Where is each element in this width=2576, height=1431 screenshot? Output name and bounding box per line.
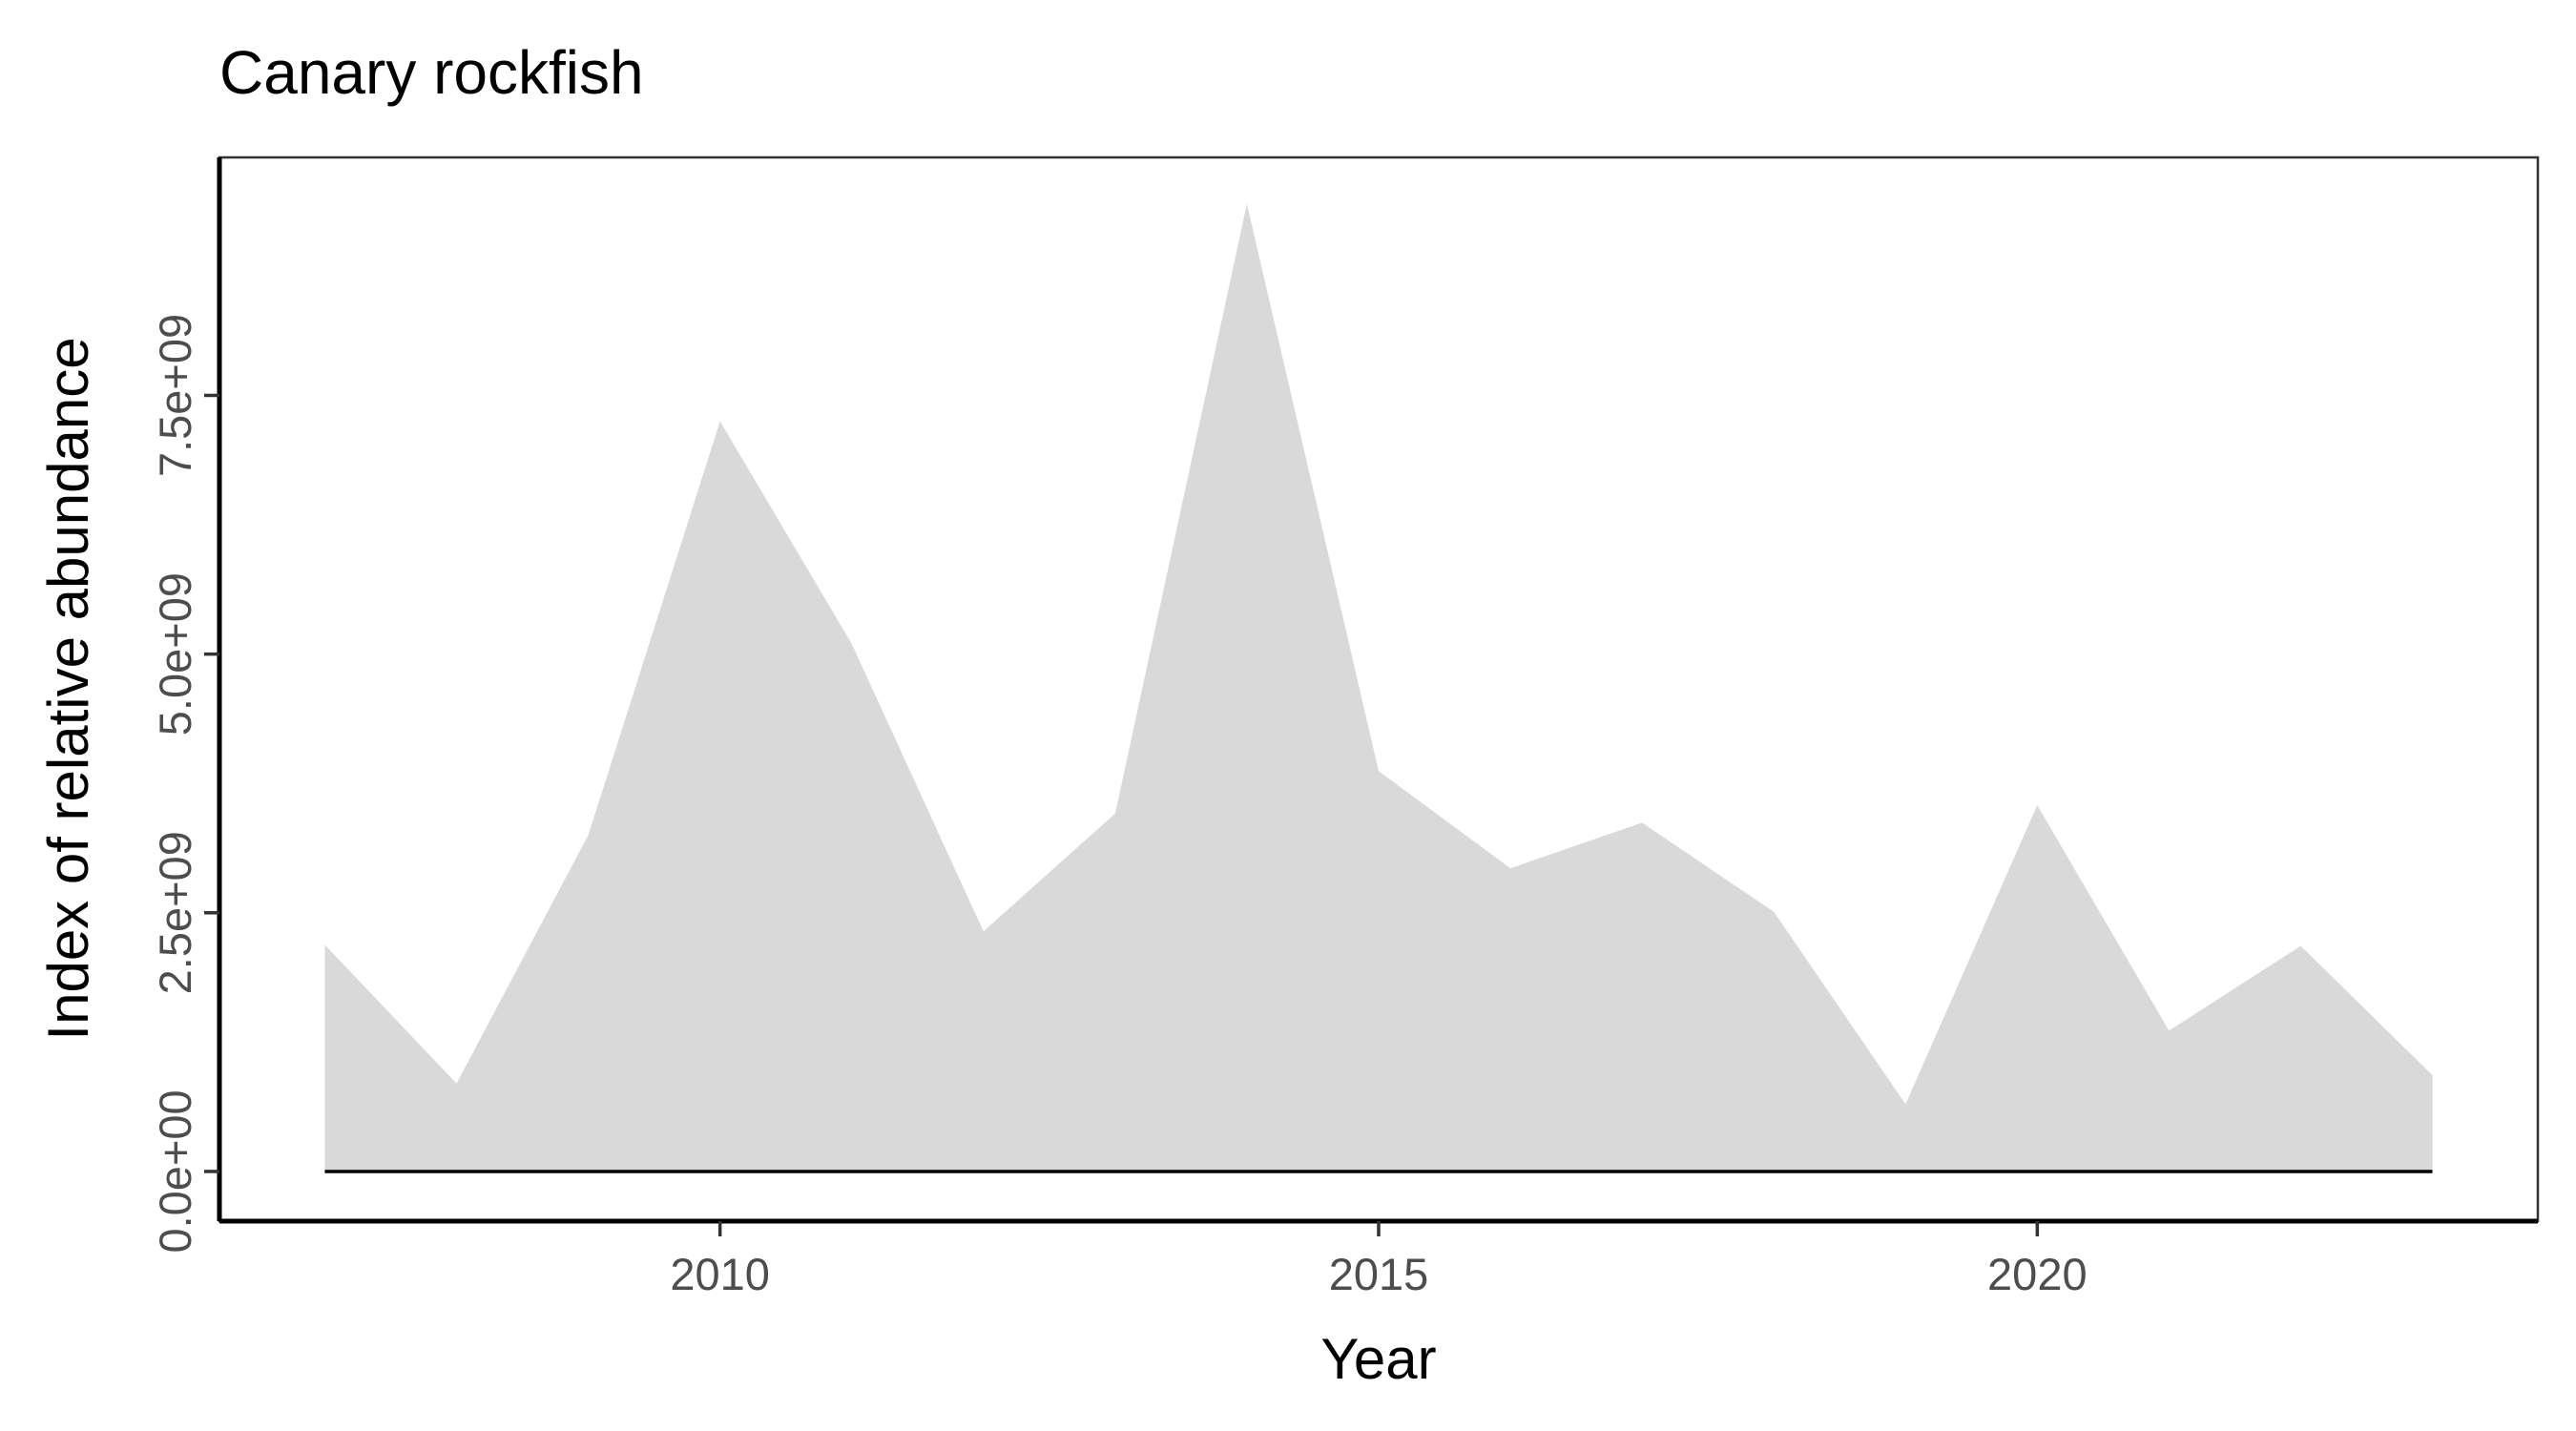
- x-tick-label: 2020: [1987, 1249, 2088, 1299]
- x-axis-title: Year: [1320, 1327, 1436, 1391]
- x-tick-label: 2015: [1329, 1249, 1429, 1299]
- plot-area: [324, 203, 2433, 1173]
- y-axis-title: Index of relative abundance: [36, 337, 100, 1040]
- chart-title: Canary rockfish: [219, 38, 644, 107]
- y-axis-ticks: 0.0e+00 2.5e+09 5.0e+09 7.5e+09: [150, 314, 219, 1254]
- y-tick-label: 2.5e+09: [150, 831, 200, 994]
- y-tick-label: 7.5e+09: [150, 314, 200, 477]
- x-axis-ticks: 2010 2015 2020: [670, 1221, 2088, 1299]
- y-tick-label: 5.0e+09: [150, 572, 200, 736]
- y-tick-label: 0.0e+00: [150, 1089, 200, 1253]
- x-tick-label: 2010: [670, 1249, 770, 1299]
- area-fill: [324, 203, 2433, 1172]
